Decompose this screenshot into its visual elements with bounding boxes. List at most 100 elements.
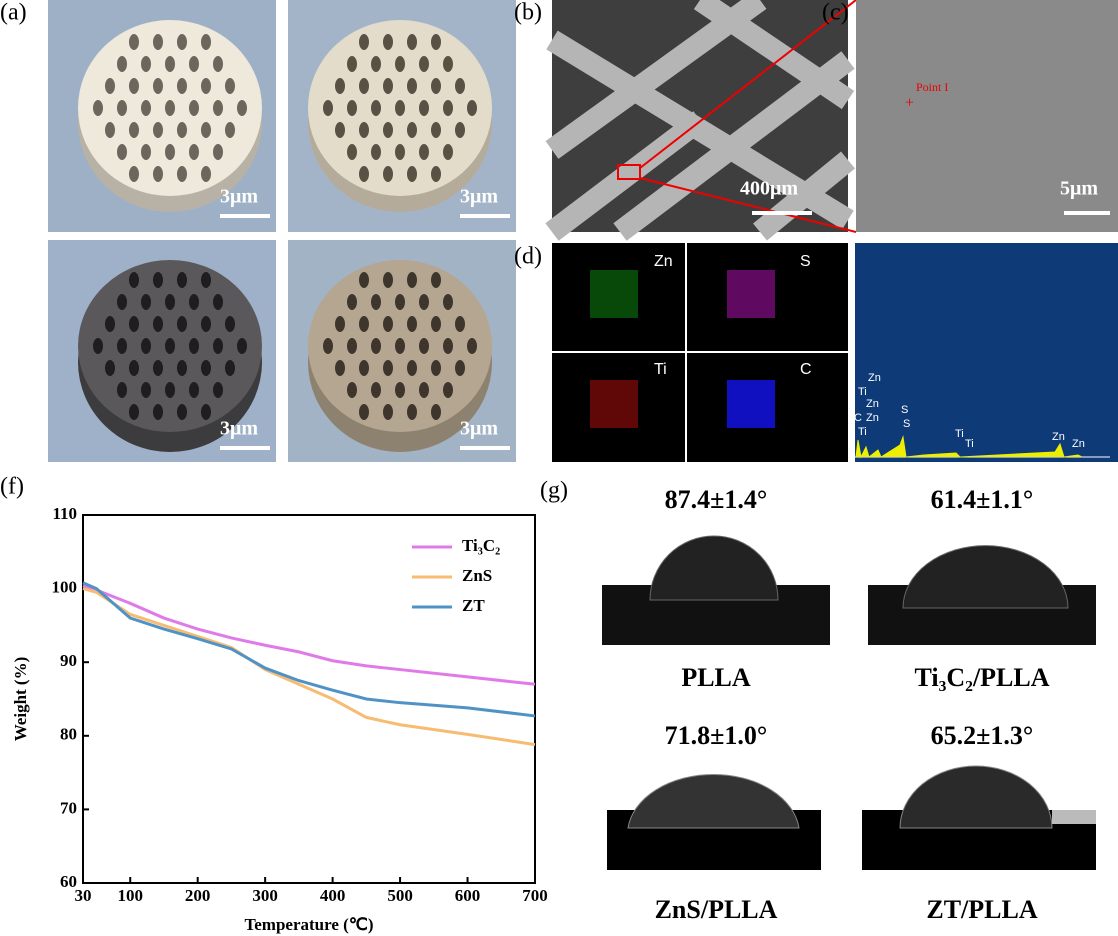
- data-line: [82, 584, 536, 686]
- pore: [347, 144, 357, 160]
- pore: [129, 316, 139, 332]
- pore: [359, 122, 369, 138]
- pore: [395, 338, 405, 354]
- pore: [177, 166, 187, 182]
- pore: [359, 316, 369, 332]
- zoom-box: [617, 164, 641, 180]
- pore: [189, 382, 199, 398]
- pore: [93, 338, 103, 354]
- pore: [395, 100, 405, 116]
- pore: [407, 122, 417, 138]
- pore: [335, 316, 345, 332]
- scale-bar-label: 3μm: [460, 418, 498, 440]
- pore: [371, 382, 381, 398]
- pore: [431, 404, 441, 420]
- pore: [177, 360, 187, 376]
- element-label: Ti: [654, 361, 667, 378]
- pore: [153, 166, 163, 182]
- element-label: Zn: [654, 253, 673, 270]
- pore: [359, 272, 369, 288]
- pore: [117, 56, 127, 72]
- pore: [117, 100, 127, 116]
- zoom-line: [639, 177, 857, 233]
- pore: [407, 166, 417, 182]
- panel-label: (f): [0, 474, 24, 500]
- pore: [419, 294, 429, 310]
- pore: [105, 316, 115, 332]
- pore: [141, 100, 151, 116]
- pore: [189, 144, 199, 160]
- pore: [407, 78, 417, 94]
- peak-label: Zn: [1072, 438, 1085, 450]
- pore: [323, 338, 333, 354]
- plot-frame: [82, 514, 536, 884]
- y-tick-label: 110: [52, 504, 77, 523]
- pore: [407, 34, 417, 50]
- pore: [129, 360, 139, 376]
- pore: [225, 360, 235, 376]
- y-tick-label: 90: [60, 651, 77, 670]
- scale-bar-label: 3μm: [220, 418, 258, 440]
- peak-label: Zn: [866, 412, 879, 424]
- pore: [323, 100, 333, 116]
- pore: [165, 56, 175, 72]
- pore: [201, 122, 211, 138]
- sample-name: Ti₃C₂/PLLA: [914, 663, 1049, 692]
- legend-label: ZnS: [462, 566, 492, 585]
- pore: [153, 78, 163, 94]
- pore: [443, 100, 453, 116]
- pore: [153, 360, 163, 376]
- peak-label: C: [854, 412, 862, 424]
- eds-spectrum: [855, 243, 1118, 462]
- sample-name: ZT/PLLA: [926, 895, 1037, 924]
- pore: [213, 294, 223, 310]
- pore: [383, 360, 393, 376]
- x-tick-label: 30: [75, 886, 92, 905]
- pore: [371, 294, 381, 310]
- pore: [455, 316, 465, 332]
- pore: [431, 316, 441, 332]
- pore: [407, 360, 417, 376]
- pore: [225, 316, 235, 332]
- pore: [141, 382, 151, 398]
- sem-image: [856, 0, 1118, 232]
- pore: [225, 122, 235, 138]
- pore: [177, 272, 187, 288]
- scale-bar-label: 5μm: [1060, 178, 1098, 200]
- pore: [371, 144, 381, 160]
- peak-label: Ti: [858, 386, 867, 398]
- pore: [153, 272, 163, 288]
- pore: [419, 338, 429, 354]
- photos: [48, 0, 516, 462]
- e-tick-label: 4: [946, 464, 952, 476]
- peak-label: S: [903, 418, 910, 430]
- pore: [383, 316, 393, 332]
- pore: [383, 34, 393, 50]
- pore: [177, 404, 187, 420]
- pore: [371, 338, 381, 354]
- pore: [455, 360, 465, 376]
- pore: [201, 404, 211, 420]
- pore: [467, 100, 477, 116]
- x-tick-label: 500: [387, 886, 413, 905]
- pore: [129, 166, 139, 182]
- pore: [347, 294, 357, 310]
- pore: [105, 360, 115, 376]
- sample-name: ZnS/PLLA: [655, 895, 778, 924]
- contact-angle: 87.4±1.4°: [665, 485, 768, 514]
- pore: [431, 272, 441, 288]
- pore: [117, 294, 127, 310]
- pore: [383, 122, 393, 138]
- pore: [141, 144, 151, 160]
- drop: [649, 535, 779, 601]
- pore: [165, 382, 175, 398]
- pore: [443, 338, 453, 354]
- pore: [419, 100, 429, 116]
- legend-label: ZT: [462, 596, 485, 615]
- pore: [371, 56, 381, 72]
- pore: [213, 144, 223, 160]
- pore: [225, 78, 235, 94]
- pore: [177, 316, 187, 332]
- pore: [165, 100, 175, 116]
- contact-angle: 71.8±1.0°: [665, 721, 768, 750]
